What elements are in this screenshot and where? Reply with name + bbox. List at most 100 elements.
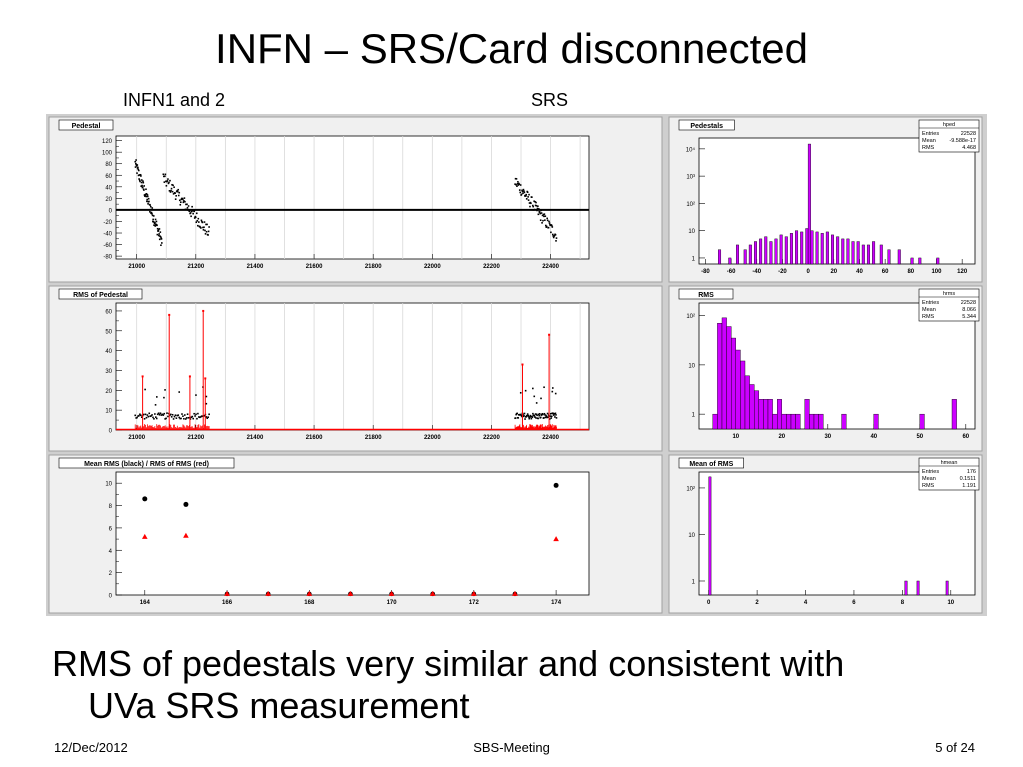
footer-date: 12/Dec/2012 (54, 740, 128, 755)
data-point (147, 203, 149, 205)
stats-title: hrms (943, 291, 955, 297)
mean-rms-point (136, 416, 138, 419)
data-point (142, 180, 144, 182)
histogram-bar (781, 413, 787, 430)
data-point (146, 194, 149, 196)
title-box (58, 119, 114, 131)
data-point (153, 222, 156, 225)
data-point (163, 181, 166, 183)
mean-rms-point (203, 414, 206, 417)
mean-rms-point (182, 415, 184, 418)
data-point (207, 234, 209, 236)
histogram-bar (735, 349, 741, 430)
data-point (168, 181, 170, 184)
stats-box (918, 288, 980, 322)
data-point (196, 220, 199, 222)
data-point (160, 244, 162, 247)
histogram-bar (795, 230, 799, 265)
x-tick-label: 80 (907, 269, 914, 275)
data-point (514, 177, 517, 180)
data-point (526, 191, 529, 194)
data-point (158, 228, 161, 230)
data-point (170, 189, 172, 192)
mean-rms-point (544, 416, 547, 419)
x-tick-label: -60 (727, 269, 736, 275)
mean-rms-point (536, 414, 538, 417)
data-point (156, 233, 159, 236)
data-point (531, 196, 533, 198)
histogram-bar (836, 236, 840, 265)
mean-rms-point (541, 413, 543, 416)
y-tick-label: 8 (109, 504, 113, 510)
outlier-point (535, 402, 538, 404)
title-box (678, 288, 734, 300)
mean-rms-point (546, 412, 549, 415)
data-point (543, 213, 546, 215)
mean-rms-point (186, 413, 189, 416)
mean-rms-point (530, 417, 533, 420)
y-tick-label: 60 (105, 174, 112, 180)
data-point (516, 183, 519, 185)
data-point (545, 225, 548, 228)
data-point (550, 231, 552, 234)
data-point (541, 222, 543, 224)
y-tick-label: 2 (109, 571, 113, 577)
mean-rms-point (150, 415, 152, 417)
x-tick-label: 30 (824, 434, 831, 440)
rms-spike-cap (141, 375, 144, 378)
histogram-bar (717, 323, 723, 430)
data-point (192, 209, 195, 212)
mean-rms-point (543, 412, 546, 415)
x-tick-label: 20 (830, 269, 837, 275)
histogram-bar (784, 236, 788, 265)
histogram-bar (777, 399, 783, 430)
data-point (175, 190, 178, 193)
data-point (141, 186, 144, 189)
data-point (173, 186, 175, 189)
mean-rms-point (515, 413, 517, 416)
y-tick-label: 10² (686, 202, 695, 208)
data-point (174, 198, 177, 200)
histogram-bar (728, 257, 732, 265)
mean-rms-point (175, 417, 178, 419)
x-tick-label: 40 (856, 269, 863, 275)
histogram-bar (769, 241, 773, 265)
outlier-point (524, 389, 527, 392)
histogram-bar (736, 244, 739, 265)
mean-rms-point (553, 414, 555, 416)
mean-rms-point (159, 412, 162, 415)
data-point (135, 162, 137, 165)
data-point (205, 223, 207, 226)
histogram-bar (743, 249, 747, 265)
data-point (533, 208, 536, 211)
data-point (170, 187, 173, 190)
data-point (522, 192, 524, 195)
stats-value: 1.191 (962, 483, 976, 489)
y-tick-label: -80 (103, 255, 112, 261)
data-point (529, 205, 531, 208)
data-point (554, 233, 557, 236)
mean-rms-point (208, 413, 210, 416)
data-point (139, 173, 142, 176)
data-point (517, 181, 519, 183)
data-point (546, 219, 549, 222)
histogram-bar (764, 236, 768, 265)
mean-rms-point (160, 414, 163, 416)
data-point (180, 201, 182, 204)
data-point (140, 175, 142, 177)
mean-rms-point (553, 413, 556, 415)
data-point (143, 189, 145, 191)
data-point (519, 184, 522, 186)
data-point (525, 198, 528, 200)
mean-rms-point (191, 415, 194, 418)
outlier-point (205, 395, 208, 398)
rms-of-rms-marker (141, 533, 148, 539)
mean-rms-point (190, 416, 193, 419)
x-tick-label: 21200 (187, 435, 204, 441)
data-point (158, 238, 161, 241)
data-point (186, 207, 189, 209)
data-point (138, 178, 140, 180)
data-point (155, 220, 158, 223)
data-point (535, 204, 538, 207)
mean-rms-marker (142, 496, 148, 502)
